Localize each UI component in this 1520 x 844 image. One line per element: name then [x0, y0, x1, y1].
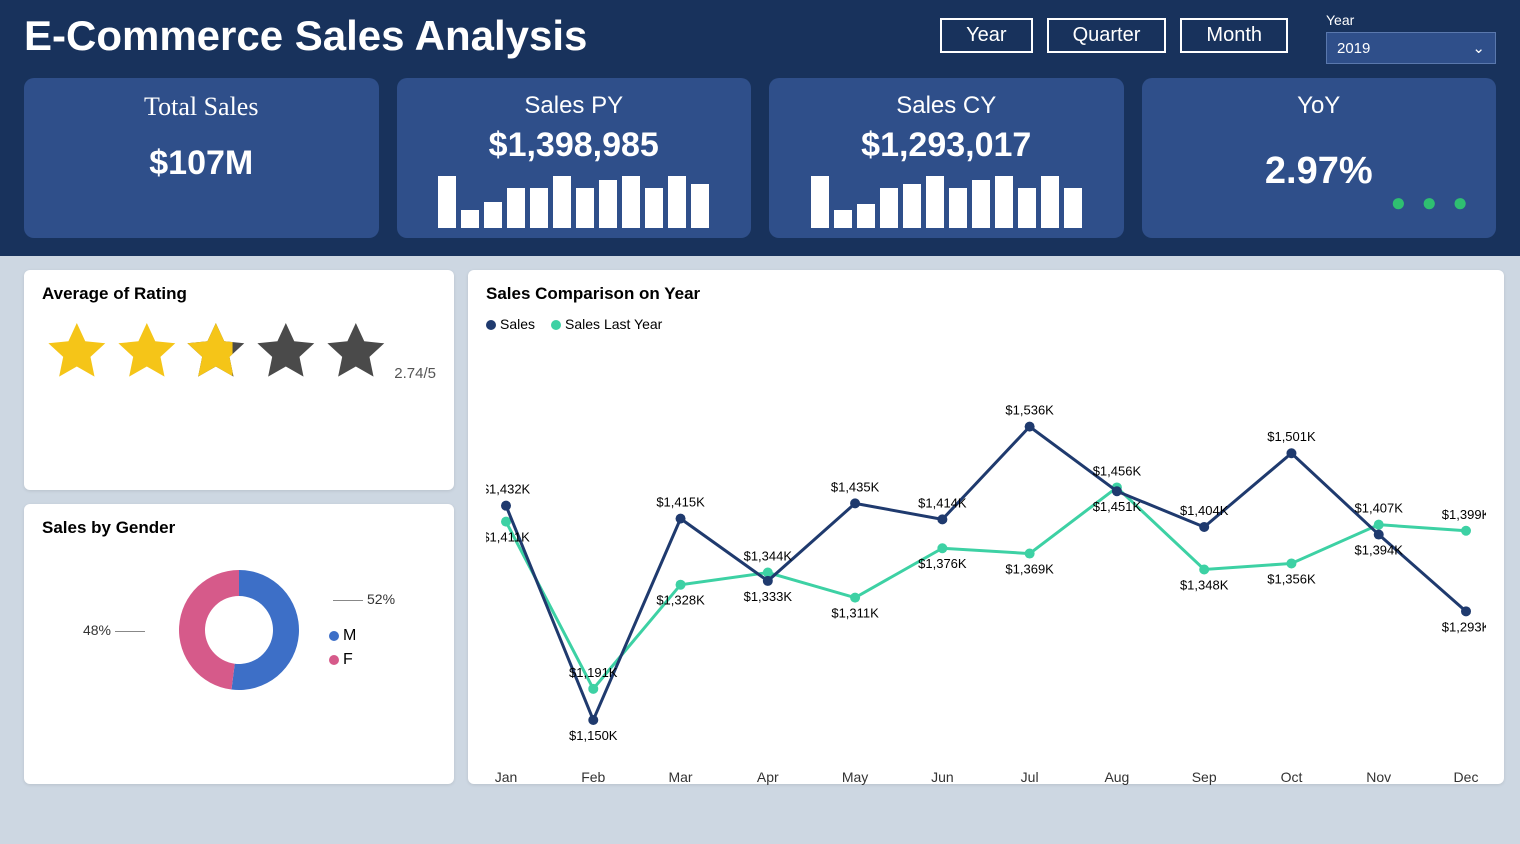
svg-text:Apr: Apr [757, 769, 779, 785]
svg-text:$1,432K: $1,432K [486, 482, 531, 497]
svg-text:Jul: Jul [1021, 769, 1039, 785]
svg-text:$1,536K: $1,536K [1005, 403, 1054, 418]
legend-sales: Sales [486, 316, 535, 332]
svg-text:Dec: Dec [1454, 769, 1479, 785]
svg-text:Aug: Aug [1104, 769, 1129, 785]
svg-text:$1,328K: $1,328K [656, 593, 705, 608]
svg-text:Sep: Sep [1192, 769, 1217, 785]
card-sales-cy: Sales CY $1,293,017 [769, 78, 1124, 238]
svg-text:$1,376K: $1,376K [918, 556, 967, 571]
svg-text:$1,435K: $1,435K [831, 479, 880, 494]
card-value: $1,293,017 [787, 126, 1106, 165]
star-rating: 2.74/5 [42, 316, 436, 388]
card-label: Sales PY [415, 92, 734, 120]
svg-text:$1,348K: $1,348K [1180, 578, 1229, 593]
legend-f: F [329, 651, 395, 669]
panel-title: Average of Rating [42, 284, 436, 304]
panel-gender: Sales by Gender 48% 52% M F [24, 504, 454, 784]
svg-text:$1,394K: $1,394K [1355, 543, 1404, 558]
svg-text:Nov: Nov [1366, 769, 1391, 785]
year-label: Year [1326, 12, 1496, 28]
filter-month[interactable]: Month [1180, 18, 1288, 53]
svg-text:$1,150K: $1,150K [569, 728, 618, 743]
svg-text:$1,451K: $1,451K [1093, 499, 1142, 514]
donut-m-pct: 52% [329, 591, 395, 607]
svg-text:Feb: Feb [581, 769, 605, 785]
svg-text:$1,415K: $1,415K [656, 495, 705, 510]
card-sales-py: Sales PY $1,398,985 [397, 78, 752, 238]
panel-comparison: Sales Comparison on Year Sales Sales Las… [468, 270, 1504, 784]
legend-last-year: Sales Last Year [551, 316, 662, 332]
svg-text:$1,311K: $1,311K [831, 606, 879, 621]
svg-text:May: May [842, 769, 868, 785]
svg-text:$1,293K: $1,293K [1442, 619, 1486, 634]
line-chart: $1,432K $1,150K $1,415K $1,333K $1,435K $1,41… [486, 338, 1486, 788]
svg-text:$1,501K: $1,501K [1267, 429, 1316, 444]
svg-text:$1,411K: $1,411K [486, 530, 530, 545]
svg-text:$1,369K: $1,369K [1005, 562, 1054, 577]
panel-rating: Average of Rating 2.74/5 [24, 270, 454, 490]
svg-text:$1,399K: $1,399K [1442, 507, 1486, 522]
time-filters: Year Quarter Month [940, 18, 1288, 53]
page-title: E-Commerce Sales Analysis [24, 12, 920, 60]
svg-text:Oct: Oct [1281, 769, 1303, 785]
donut-chart [159, 550, 319, 710]
year-value: 2019 [1337, 40, 1370, 57]
svg-text:$1,404K: $1,404K [1180, 503, 1229, 518]
svg-text:$1,333K: $1,333K [744, 589, 793, 604]
legend-m: M [329, 627, 395, 645]
panel-title: Sales Comparison on Year [486, 284, 1486, 304]
card-value: $107M [42, 144, 361, 183]
card-value: $1,398,985 [415, 126, 734, 165]
svg-text:Jun: Jun [931, 769, 954, 785]
sparkline-py [415, 172, 734, 228]
filter-quarter[interactable]: Quarter [1047, 18, 1167, 53]
card-label: Total Sales [42, 92, 361, 122]
donut-f-pct: 48% [83, 622, 149, 638]
panel-title: Sales by Gender [42, 518, 436, 538]
svg-text:$1,344K: $1,344K [744, 549, 793, 564]
svg-text:$1,407K: $1,407K [1355, 501, 1404, 516]
card-label: Sales CY [787, 92, 1106, 120]
svg-text:$1,356K: $1,356K [1267, 571, 1316, 586]
svg-text:Jan: Jan [495, 769, 518, 785]
sparkline-cy [787, 172, 1106, 228]
chevron-down-icon: ⌄ [1472, 39, 1485, 57]
filter-year[interactable]: Year [940, 18, 1032, 53]
card-label: YoY [1160, 92, 1479, 120]
svg-text:$1,414K: $1,414K [918, 495, 967, 510]
svg-text:$1,191K: $1,191K [569, 665, 618, 680]
svg-text:$1,456K: $1,456K [1093, 463, 1142, 478]
card-total-sales: Total Sales $107M [24, 78, 379, 238]
card-yoy: YoY 2.97% ● ● ● [1142, 78, 1497, 238]
svg-text:Mar: Mar [668, 769, 692, 785]
trend-dots-icon: ● ● ● [1160, 187, 1479, 218]
year-select[interactable]: 2019 ⌄ [1326, 32, 1496, 64]
